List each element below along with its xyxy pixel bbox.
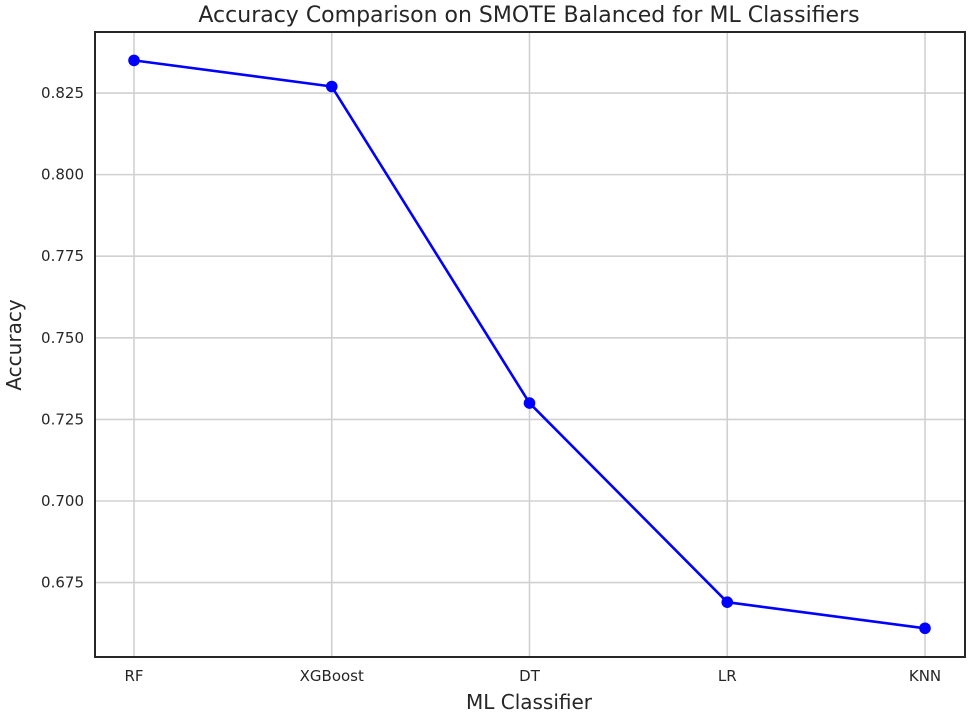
grid-layer bbox=[95, 32, 965, 657]
y-tick-label: 0.725 bbox=[41, 410, 84, 428]
y-tick-label: 0.800 bbox=[41, 166, 84, 184]
y-axis-label: Accuracy bbox=[2, 299, 26, 390]
x-tick-label: LR bbox=[718, 667, 737, 685]
plot-area-frame bbox=[94, 31, 966, 658]
data-point-knn bbox=[919, 622, 931, 635]
x-tick-label: XGBoost bbox=[300, 667, 364, 685]
series-layer bbox=[128, 54, 931, 635]
x-tick-label: RF bbox=[124, 667, 143, 685]
chart-title: Accuracy Comparison on SMOTE Balanced fo… bbox=[198, 3, 859, 28]
data-point-rf bbox=[128, 54, 140, 67]
y-tick-label: 0.675 bbox=[41, 574, 84, 592]
y-tick-label: 0.775 bbox=[41, 247, 84, 265]
x-tick-label: KNN bbox=[909, 667, 941, 685]
x-tick-label: DT bbox=[519, 667, 541, 685]
data-point-lr bbox=[721, 596, 734, 608]
x-axis-label: ML Classifier bbox=[466, 690, 593, 714]
y-tick-label: 0.750 bbox=[41, 329, 84, 347]
y-tick-label: 0.825 bbox=[41, 84, 84, 102]
data-point-xgboost bbox=[325, 80, 338, 93]
data-point-dt bbox=[523, 397, 536, 409]
y-tick-label: 0.700 bbox=[41, 492, 84, 510]
tick-label-layer: RF XGBoost DT LR KNN 0.675 0.700 0.725 0.750 0.77… bbox=[41, 84, 941, 685]
